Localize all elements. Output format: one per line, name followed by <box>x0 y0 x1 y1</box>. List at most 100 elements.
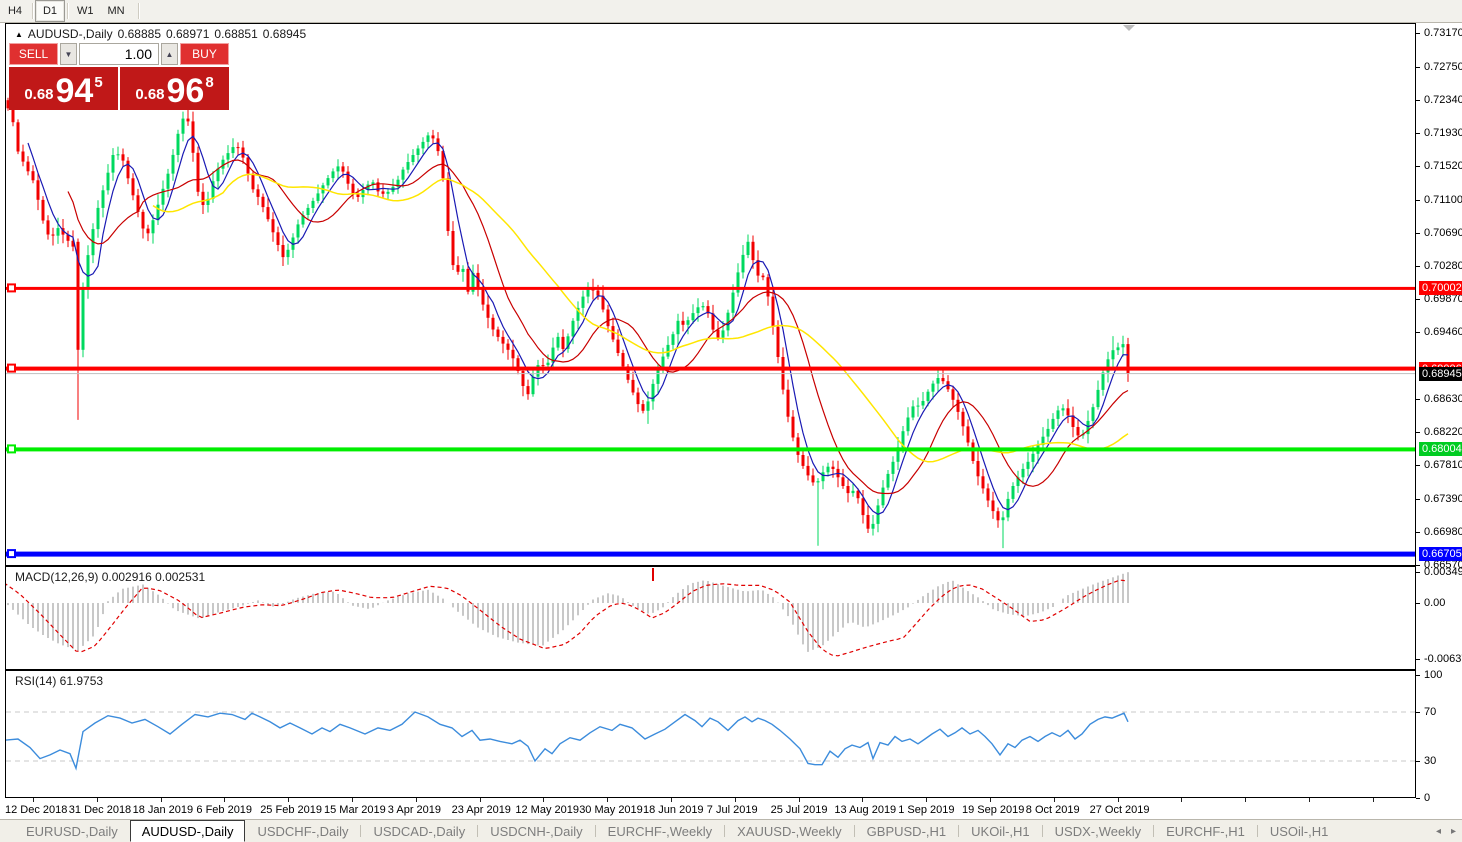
chart-tab-usdchf-daily[interactable]: USDCHF-,Daily <box>257 823 349 839</box>
tab-nav-right-icon[interactable]: ▸ <box>1450 826 1456 837</box>
scroll-to-end-icon[interactable] <box>1123 25 1135 31</box>
date-label: 31 Dec 2018 <box>68 804 132 816</box>
timeframe-button-h4[interactable]: H4 <box>7 5 23 17</box>
chart-tab-eurchf-weekly[interactable]: EURCHF-,Weekly <box>607 823 713 839</box>
buy-price-pip: 8 <box>205 74 214 91</box>
macd-label: MACD(12,26,9) 0.002916 0.002531 <box>15 570 206 584</box>
macd-panel: MACD(12,26,9) 0.002916 0.002531 <box>5 566 1416 670</box>
sell-price-pip: 5 <box>94 74 103 91</box>
date-tick-mark <box>415 798 417 802</box>
axis-tick-mark <box>1416 232 1420 234</box>
chart-tab-usoil-h1[interactable]: USOil-,H1 <box>1269 823 1329 839</box>
price-axis: 0.73170 0.72750 0.72340 0.71930 0.71520 0.711… <box>1416 23 1462 818</box>
rsi-tick-label: 0 <box>1424 791 1431 804</box>
rsi-chart[interactable] <box>6 671 1415 797</box>
tab-separator <box>724 825 726 837</box>
date-label: 13 Aug 2019 <box>834 804 897 816</box>
date-tick-mark <box>798 798 800 802</box>
tab-separator <box>360 825 362 837</box>
price-tick-label: 0.67390 <box>1424 492 1462 505</box>
axis-tick-mark <box>1416 432 1420 433</box>
date-tick-mark <box>734 798 736 802</box>
price-tick-label: 0.66570 <box>1424 559 1462 571</box>
axis-tick-mark <box>1416 659 1420 661</box>
axis-tick-mark <box>1416 797 1420 799</box>
ohlc-low: 0.68851 <box>214 27 258 41</box>
axis-tick-mark <box>1416 99 1420 101</box>
chart-tab-usdx-weekly[interactable]: USDX-,Weekly <box>1054 823 1142 839</box>
timeframe-button-mn[interactable]: MN <box>107 5 125 17</box>
price-tick-label: 0.70280 <box>1424 259 1462 272</box>
axis-tick-mark <box>1416 465 1420 467</box>
date-label: 15 Mar 2019 <box>324 804 386 816</box>
rsi-tick-label: 70 <box>1424 706 1437 718</box>
date-tick-mark <box>160 798 162 802</box>
ohlc-close: 0.68945 <box>262 27 307 41</box>
buy-button[interactable]: BUY <box>180 43 229 65</box>
chart-tab-usdcad-daily[interactable]: USDCAD-,Daily <box>373 823 466 839</box>
date-label: 3 Apr 2019 <box>387 804 442 816</box>
date-tick-mark <box>352 798 353 802</box>
date-label: 12 May 2019 <box>515 804 579 816</box>
date-tick-mark <box>479 798 481 802</box>
date-tick-mark <box>33 798 34 802</box>
one-click-trade-panel: SELL ▼ ▲ BUY 0.68 94 5 0.68 96 8 <box>9 43 229 110</box>
price-tick-label: 0.66980 <box>1424 525 1462 538</box>
ohlc-open: 0.68885 <box>117 27 161 41</box>
date-label: 30 May 2019 <box>579 804 643 816</box>
macd-chart[interactable] <box>6 567 1415 669</box>
timeframe-button-w1[interactable]: W1 <box>77 5 94 17</box>
sell-button[interactable]: SELL <box>9 43 58 65</box>
axis-tick-mark <box>1416 66 1420 68</box>
chart-header: ▲ AUDUSD-,Daily 0.68885 0.68971 0.68851 … <box>15 27 306 41</box>
price-tick-label: 0.71100 <box>1424 193 1462 206</box>
date-label: 19 Sep 2019 <box>962 804 1025 816</box>
sell-quote-box[interactable]: 0.68 94 5 <box>9 67 118 110</box>
price-tick-label: 0.69870 <box>1424 293 1462 305</box>
axis-tick-mark <box>1416 565 1420 566</box>
volume-input[interactable] <box>79 43 159 65</box>
main-chart-panel: ▲ AUDUSD-,Daily 0.68885 0.68971 0.68851 … <box>5 23 1416 566</box>
volume-increase-button[interactable]: ▲ <box>161 43 178 65</box>
tab-separator <box>477 825 479 837</box>
timeframe-button-d1[interactable]: D1 <box>35 0 65 22</box>
tab-separator <box>958 825 960 837</box>
date-label: 25 Feb 2019 <box>260 804 322 816</box>
axis-tick-mark <box>1416 761 1420 762</box>
candlestick-chart[interactable] <box>6 24 1415 565</box>
price-tick-label: 0.70690 <box>1424 226 1462 239</box>
chart-tab-gbpusd-h1[interactable]: GBPUSD-,H1 <box>866 823 947 839</box>
date-tick-mark <box>288 798 290 802</box>
buy-quote-box[interactable]: 0.68 96 8 <box>120 67 229 110</box>
date-label: 23 Apr 2019 <box>451 804 511 816</box>
volume-decrease-button[interactable]: ▼ <box>60 43 77 65</box>
axis-tick-mark <box>1416 132 1420 134</box>
price-badge: 0.68004 <box>1419 442 1462 457</box>
spin-up-icon: ▲ <box>165 49 174 59</box>
date-tick-mark <box>224 798 226 802</box>
toolbar-separator <box>137 3 139 19</box>
rsi-label: RSI(14) 61.9753 <box>15 674 104 688</box>
chart-tab-xauusd-weekly[interactable]: XAUUSD-,Weekly <box>737 823 842 839</box>
chart-tab-eurchf-h1[interactable]: EURCHF-,H1 <box>1166 823 1245 839</box>
date-label: 7 Jul 2019 <box>706 804 758 816</box>
chart-tab-ukoil-h1[interactable]: UKOil-,H1 <box>971 823 1030 839</box>
tab-separator <box>594 825 596 837</box>
chart-tab-usdcnh-daily[interactable]: USDCNH-,Daily <box>490 823 583 839</box>
axis-tick-mark <box>1416 33 1420 34</box>
axis-tick-mark <box>1416 166 1420 167</box>
chart-tab-eurusd-daily[interactable]: EURUSD-,Daily <box>26 823 118 839</box>
date-label: 18 Jan 2019 <box>132 804 194 816</box>
date-tick-mark <box>926 798 928 802</box>
date-tick-mark <box>543 798 545 802</box>
price-tick-label: 0.67810 <box>1424 459 1462 472</box>
date-label: 12 Dec 2018 <box>5 804 68 816</box>
price-badge: 0.70002 <box>1419 281 1462 296</box>
tab-nav-left-icon[interactable]: ◂ <box>1435 826 1441 837</box>
tab-separator <box>1256 825 1258 837</box>
axis-tick-mark <box>1416 398 1420 400</box>
spin-down-icon: ▼ <box>64 49 73 59</box>
macd-tick-label: -0.00637 <box>1424 653 1462 666</box>
buy-price-prefix: 0.68 <box>135 86 165 103</box>
chart-tab-audusd-daily[interactable]: AUDUSD-,Daily <box>129 820 246 842</box>
